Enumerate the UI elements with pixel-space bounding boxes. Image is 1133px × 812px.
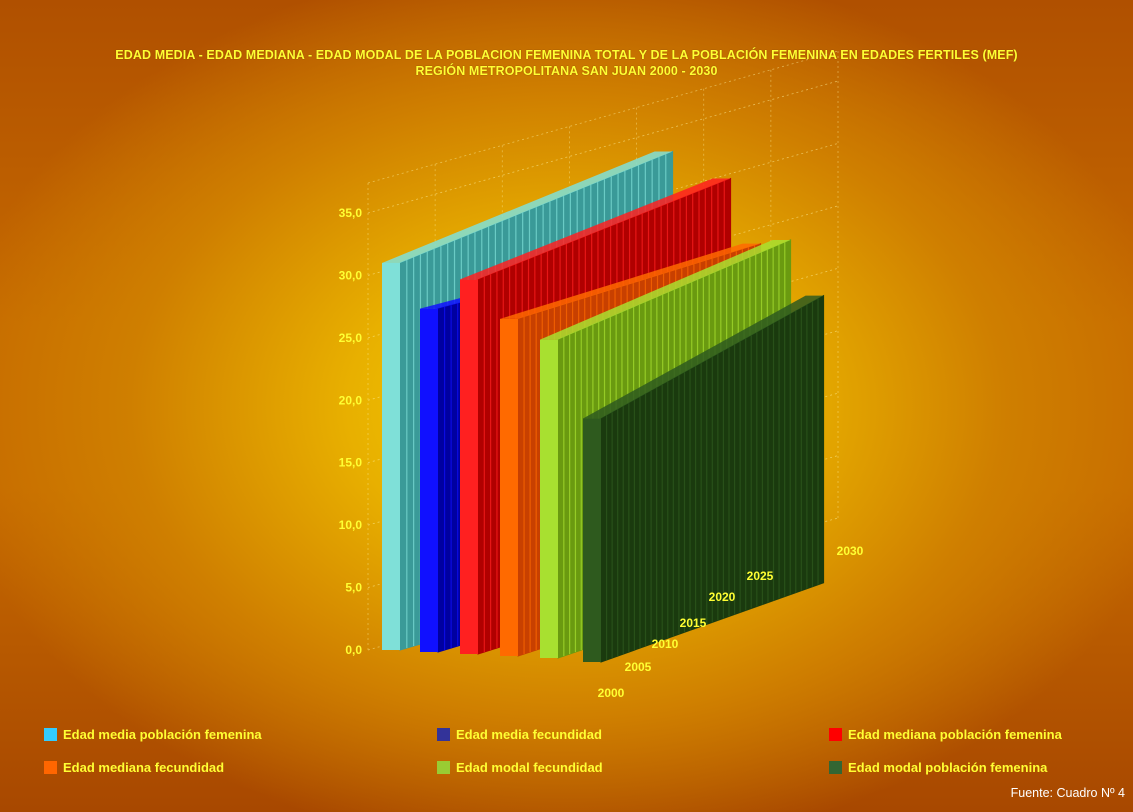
legend-label-3: Edad mediana población femenina <box>848 727 1062 742</box>
source-note: Fuente: Cuadro Nº 4 <box>1010 786 1125 800</box>
y-tick-label: 30,0 <box>339 268 363 282</box>
legend-item-3: Edad mediana población femenina <box>829 727 1062 742</box>
legend-item-4: Edad mediana fecundidad <box>44 760 224 775</box>
legend-swatch-4 <box>44 761 57 774</box>
legend-swatch-2 <box>437 728 450 741</box>
legend-item-1: Edad media población femenina <box>44 727 262 742</box>
legend-swatch-6 <box>829 761 842 774</box>
y-tick-label: 20,0 <box>339 393 363 407</box>
x-tick-label: 2010 <box>652 637 679 651</box>
legend-swatch-1 <box>44 728 57 741</box>
x-tick-label: 2015 <box>680 616 707 630</box>
legend-item-2: Edad media fecundidad <box>437 727 602 742</box>
y-tick-label: 15,0 <box>339 456 363 470</box>
x-tick-label: 2025 <box>747 569 774 583</box>
chart-title: EDAD MEDIA - EDAD MEDIANA - EDAD MODAL D… <box>115 48 1018 62</box>
legend-swatch-3 <box>829 728 842 741</box>
x-tick-label: 2030 <box>837 544 864 558</box>
series-wall-6 <box>583 294 825 663</box>
legend-item-6: Edad modal población femenina <box>829 760 1047 775</box>
y-tick-label: 0,0 <box>345 643 362 657</box>
legend-label-5: Edad modal fecundidad <box>456 760 603 775</box>
x-tick-label: 2000 <box>598 686 625 700</box>
y-tick-label: 35,0 <box>339 206 363 220</box>
legend-item-5: Edad modal fecundidad <box>437 760 603 775</box>
legend-label-2: Edad media fecundidad <box>456 727 602 742</box>
y-tick-label: 5,0 <box>345 581 362 595</box>
x-tick-label: 2005 <box>625 660 652 674</box>
y-tick-label: 25,0 <box>339 331 363 345</box>
y-tick-label: 10,0 <box>339 518 363 532</box>
legend-label-6: Edad modal población femenina <box>848 760 1048 775</box>
chart-subtitle: REGIÓN METROPOLITANA SAN JUAN 2000 - 203… <box>415 64 718 78</box>
x-tick-label: 2020 <box>709 590 736 604</box>
legend-swatch-5 <box>437 761 450 774</box>
legend-label-4: Edad mediana fecundidad <box>63 760 225 775</box>
legend-label-1: Edad media población femenina <box>63 727 262 742</box>
